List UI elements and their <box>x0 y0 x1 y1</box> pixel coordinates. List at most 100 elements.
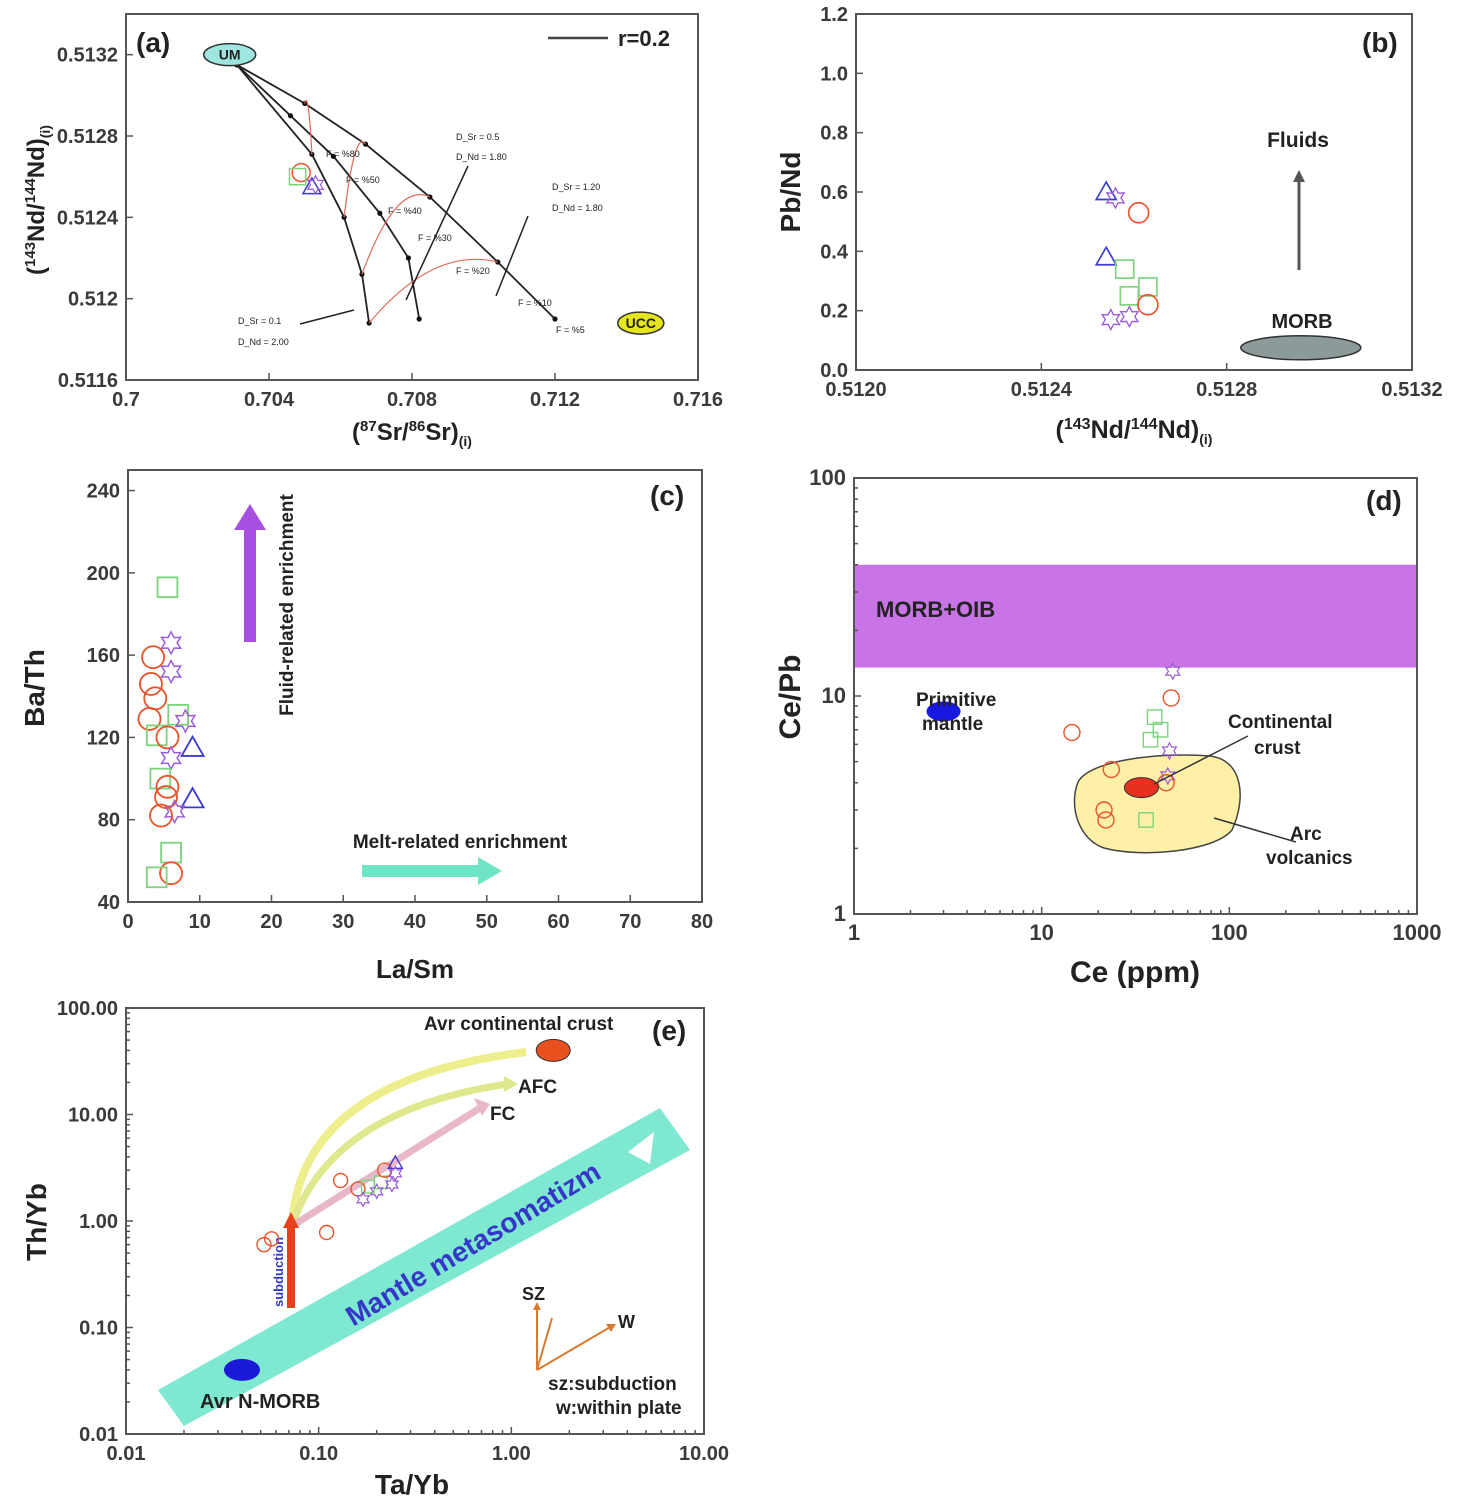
d-pointer-3 <box>299 309 355 325</box>
y-tick-label: 1.00 <box>79 1211 118 1233</box>
x-tick-label: 0.01 <box>107 1443 146 1465</box>
y-tick-label: 0.5116 <box>58 370 118 392</box>
sample-star <box>355 1191 371 1208</box>
sample-circle <box>149 803 173 828</box>
x-tick-label: 10 <box>189 911 211 933</box>
sample-circle <box>1097 811 1115 829</box>
sample-square <box>1138 277 1158 297</box>
sample-circle <box>143 686 168 711</box>
vector-key: SZ W sz:subduction w:within plate <box>522 1284 682 1419</box>
d-pointer-2 <box>495 215 529 297</box>
mantle-band-arrowhead <box>628 1132 654 1164</box>
y-tick-label: 0.5132 <box>57 45 118 67</box>
f-contour <box>343 141 367 218</box>
y-tick-label: 100 <box>809 465 846 490</box>
panel-d-label: (d) <box>1366 485 1402 516</box>
primitive-mantle-label-1: Primitive <box>916 690 996 711</box>
panel-a-points <box>288 162 325 196</box>
d-label-2a: D_Sr = 1.20 <box>552 182 600 192</box>
w-label: W <box>618 1312 635 1332</box>
panel-d-points <box>1063 661 1181 829</box>
y-tick-label: 0.5128 <box>57 126 118 148</box>
um-label: UM <box>219 47 241 63</box>
y-tick-label: 0.4 <box>820 241 849 263</box>
w-vector <box>536 1325 613 1371</box>
key-line-1: sz:subduction <box>548 1374 677 1395</box>
panel-b: 0.5120 0.5124 0.5128 0.5132 0.0 0.2 0.4 0.6 0.8 1… <box>775 4 1443 447</box>
x-tick-label: 60 <box>547 911 569 933</box>
y-tick-label: 240 <box>87 481 120 503</box>
sample-circle <box>155 774 180 799</box>
afc-arrowhead <box>504 1076 518 1092</box>
fluid-arrow-head <box>234 504 266 530</box>
sample-circle <box>155 725 180 750</box>
panel-d-ylabel: Ce/Pb <box>774 654 807 739</box>
um-end-member <box>202 42 257 67</box>
sample-square <box>373 1175 388 1190</box>
panel-b-ticks: 0.5120 0.5124 0.5128 0.5132 0.0 0.2 0.4 0.6 0.8 1… <box>820 4 1442 401</box>
panel-c-ylabel: Ba/Th <box>19 649 50 727</box>
d-pointer-1 <box>405 165 469 301</box>
panel-a-mixing-curves: UM UCC <box>202 42 665 335</box>
x-tick-label: 0 <box>122 911 133 933</box>
mixing-curve <box>236 64 556 320</box>
afc-label: AFC <box>518 1077 557 1098</box>
y-tick-label: 0.0 <box>820 360 848 382</box>
sample-star <box>160 659 182 685</box>
panel-e-ticks: 0.01 0.10 1.00 10.00 0.01 0.10 1.00 10.00 100.00 <box>57 998 729 1465</box>
d-label-2b: D_Nd = 1.80 <box>552 203 603 213</box>
y-tick-label: 1 <box>834 901 846 926</box>
y-tick-label: 0.2 <box>820 301 848 323</box>
panel-b-points <box>1094 180 1159 332</box>
sample-triangle <box>301 176 323 195</box>
sample-square <box>1142 731 1159 748</box>
x-tick-label: 20 <box>260 911 282 933</box>
arc-volcanics-field <box>1073 754 1241 854</box>
sample-circle <box>1063 723 1081 742</box>
sample-circle <box>141 645 166 670</box>
sample-circle <box>1162 689 1180 707</box>
f-contour <box>368 258 498 324</box>
sample-triangle <box>179 786 206 809</box>
ucc-end-member <box>617 311 665 335</box>
panel-d: MORB+OIB 1 10 100 1000 1 10 100 Primitive mant… <box>774 465 1441 989</box>
avr-cc-label: Avr continental crust <box>424 1014 614 1035</box>
sz-vector-head <box>533 1302 541 1310</box>
panel-a-frame <box>125 13 699 381</box>
sample-square <box>156 576 179 599</box>
sample-square <box>1114 259 1135 279</box>
panel-b-label: (b) <box>1362 27 1398 58</box>
panel-a-label: (a) <box>136 27 170 58</box>
sample-star <box>1119 305 1140 329</box>
x-tick-label: 10 <box>1029 920 1053 945</box>
x-tick-label: 1.00 <box>492 1443 531 1465</box>
f-label: F = %80 <box>326 149 360 159</box>
subduction-arrow-shaft <box>287 1224 295 1308</box>
sample-triangle <box>1094 245 1118 266</box>
panel-b-ylabel: Pb/Nd <box>775 152 806 233</box>
sample-circle <box>1137 293 1159 316</box>
sample-circle <box>159 861 183 886</box>
morb-oib-label: MORB+OIB <box>876 597 995 622</box>
d-label-1b: D_Nd = 1.80 <box>456 152 507 162</box>
mixing-node <box>377 210 383 216</box>
sample-star <box>384 1176 400 1193</box>
f-label: F = %20 <box>456 266 490 276</box>
x-tick-label: 40 <box>404 911 426 933</box>
y-tick-label: 160 <box>87 645 120 667</box>
morb-label: MORB <box>1271 311 1332 333</box>
panel-e: 0.01 0.10 1.00 10.00 0.01 0.10 1.00 10.00 100.00… <box>21 998 729 1500</box>
sample-circle <box>332 1172 349 1189</box>
y-tick-label: 10 <box>822 683 846 708</box>
fc-path <box>290 1105 482 1229</box>
x-tick-label: 50 <box>476 911 498 933</box>
avr-nmorb-label: Avr N-MORB <box>200 1391 320 1413</box>
melt-arrow-head <box>478 857 502 885</box>
mixing-node <box>405 255 412 261</box>
f-label: F = %5 <box>556 325 585 335</box>
sample-circle <box>263 1231 280 1247</box>
panel-e-xlabel: Ta/Yb <box>375 1469 449 1500</box>
x-tick-label: 0.5124 <box>1011 379 1073 401</box>
arc-volcanics-pointer <box>1213 817 1297 843</box>
sample-square <box>1138 812 1154 828</box>
